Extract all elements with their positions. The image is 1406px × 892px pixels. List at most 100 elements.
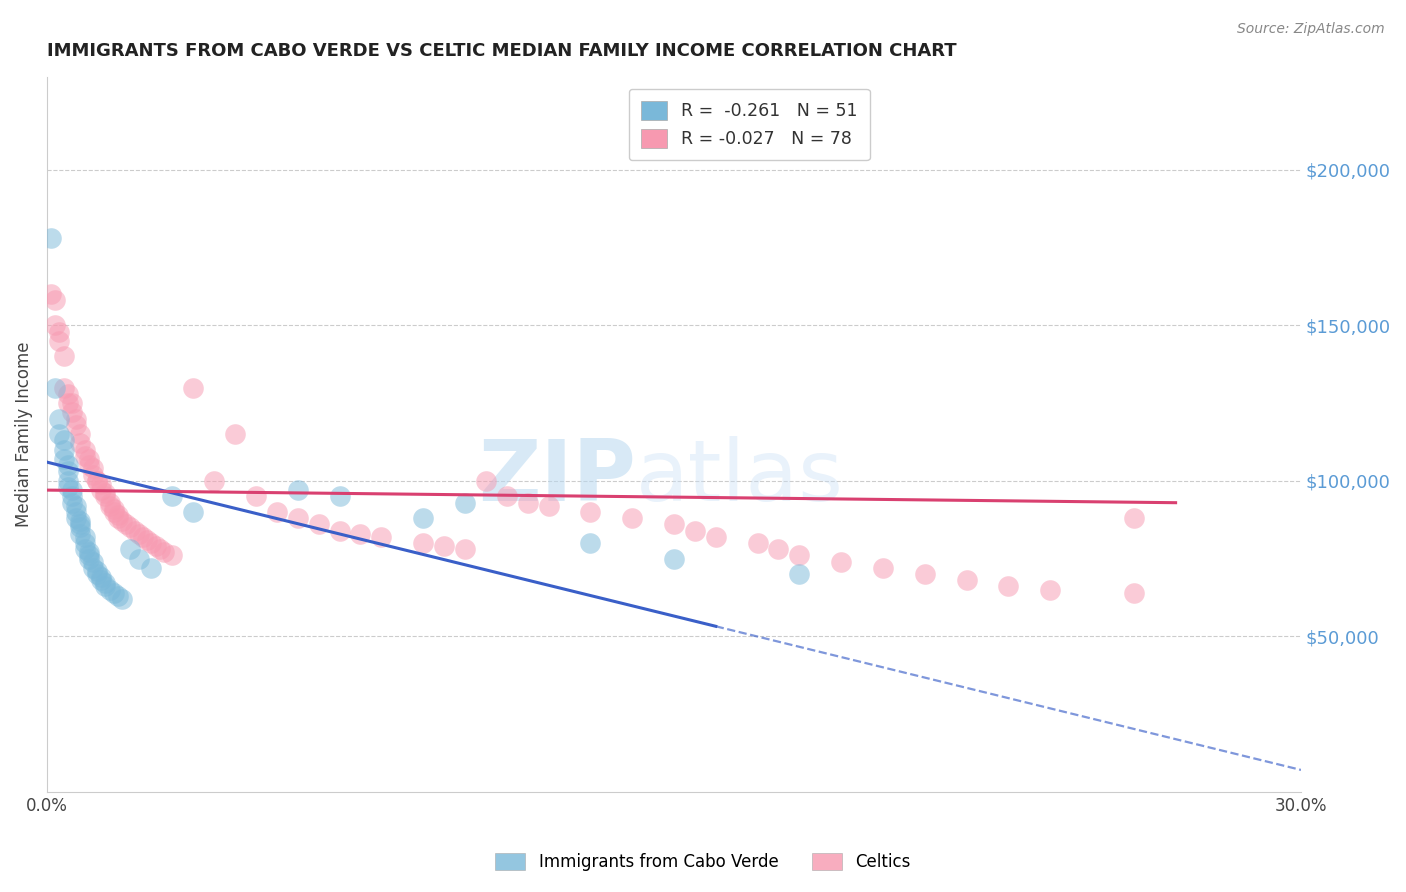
Point <box>287 483 309 497</box>
Point <box>149 542 172 557</box>
Point <box>86 567 108 582</box>
Point <box>60 483 83 497</box>
Point <box>830 555 852 569</box>
Point <box>224 427 246 442</box>
Point <box>73 449 96 463</box>
Point <box>60 489 83 503</box>
Point <box>103 505 125 519</box>
Point <box>56 465 79 479</box>
Point <box>202 474 225 488</box>
Point <box>60 405 83 419</box>
Point <box>73 542 96 557</box>
Point <box>52 350 75 364</box>
Point <box>162 489 184 503</box>
Point <box>454 495 477 509</box>
Point <box>69 517 91 532</box>
Point <box>90 476 112 491</box>
Point <box>349 526 371 541</box>
Point <box>245 489 267 503</box>
Point <box>98 499 121 513</box>
Point <box>77 551 100 566</box>
Point <box>128 551 150 566</box>
Point <box>48 325 70 339</box>
Point <box>1039 582 1062 597</box>
Point <box>107 508 129 522</box>
Point <box>454 542 477 557</box>
Point <box>370 530 392 544</box>
Point <box>433 539 456 553</box>
Point <box>683 524 706 538</box>
Point <box>82 555 104 569</box>
Point <box>65 411 87 425</box>
Point <box>115 517 138 532</box>
Point <box>69 520 91 534</box>
Point <box>266 505 288 519</box>
Point <box>412 536 434 550</box>
Point <box>955 574 977 588</box>
Point <box>124 524 146 538</box>
Point <box>103 501 125 516</box>
Point <box>73 530 96 544</box>
Point <box>90 574 112 588</box>
Point <box>56 386 79 401</box>
Point <box>328 524 350 538</box>
Point <box>77 545 100 559</box>
Point <box>1122 585 1144 599</box>
Point <box>621 511 644 525</box>
Point <box>65 511 87 525</box>
Y-axis label: Median Family Income: Median Family Income <box>15 342 32 527</box>
Point <box>768 542 790 557</box>
Point <box>73 442 96 457</box>
Point <box>872 561 894 575</box>
Point <box>77 458 100 473</box>
Point <box>789 567 811 582</box>
Point <box>141 561 163 575</box>
Point <box>789 549 811 563</box>
Point <box>162 549 184 563</box>
Text: atlas: atlas <box>637 435 845 518</box>
Point <box>94 576 117 591</box>
Point <box>77 549 100 563</box>
Point <box>107 511 129 525</box>
Point <box>120 520 142 534</box>
Point <box>120 542 142 557</box>
Point <box>48 427 70 442</box>
Text: ZIP: ZIP <box>478 435 637 518</box>
Point <box>98 582 121 597</box>
Point <box>60 396 83 410</box>
Point <box>475 474 498 488</box>
Point <box>98 495 121 509</box>
Point <box>579 505 602 519</box>
Point <box>495 489 517 503</box>
Point <box>94 580 117 594</box>
Point <box>128 526 150 541</box>
Point <box>44 318 66 333</box>
Point <box>181 380 204 394</box>
Point <box>1122 511 1144 525</box>
Point <box>56 396 79 410</box>
Point <box>86 564 108 578</box>
Point <box>82 561 104 575</box>
Point <box>56 474 79 488</box>
Legend: Immigrants from Cabo Verde, Celtics: Immigrants from Cabo Verde, Celtics <box>486 845 920 880</box>
Point <box>412 511 434 525</box>
Point <box>52 434 75 448</box>
Point <box>65 505 87 519</box>
Point <box>103 585 125 599</box>
Point <box>141 536 163 550</box>
Point <box>111 514 134 528</box>
Text: IMMIGRANTS FROM CABO VERDE VS CELTIC MEDIAN FAMILY INCOME CORRELATION CHART: IMMIGRANTS FROM CABO VERDE VS CELTIC MED… <box>46 42 956 60</box>
Point <box>44 380 66 394</box>
Point <box>77 452 100 467</box>
Legend: R =  -0.261   N = 51, R = -0.027   N = 78: R = -0.261 N = 51, R = -0.027 N = 78 <box>628 89 869 161</box>
Point <box>56 480 79 494</box>
Point <box>90 570 112 584</box>
Point <box>704 530 727 544</box>
Point <box>662 517 685 532</box>
Point <box>94 489 117 503</box>
Point <box>65 499 87 513</box>
Point <box>56 458 79 473</box>
Point <box>52 452 75 467</box>
Point <box>181 505 204 519</box>
Point <box>69 436 91 450</box>
